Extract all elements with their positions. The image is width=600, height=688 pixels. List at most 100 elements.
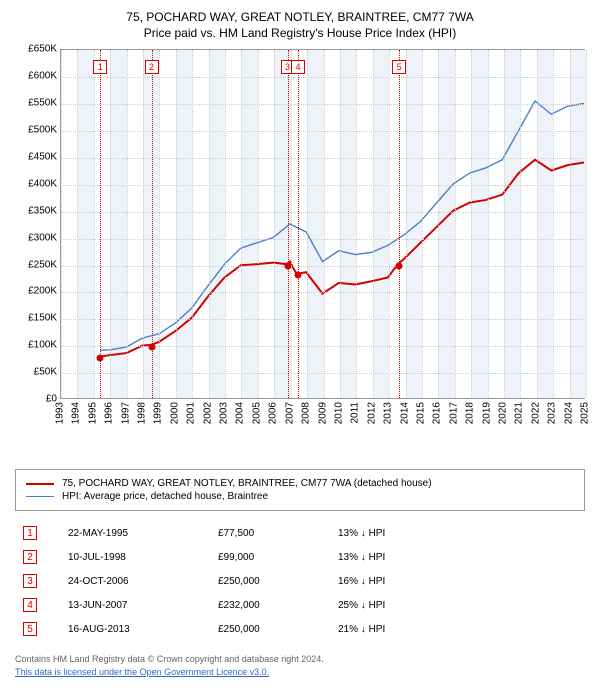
gridline-v (324, 50, 325, 398)
event-dot (148, 343, 155, 350)
x-tick-label: 1998 (137, 402, 148, 424)
gridline-v (422, 50, 423, 398)
event-price: £77,500 (210, 521, 330, 545)
event-price: £99,000 (210, 545, 330, 569)
x-tick-label: 2013 (383, 402, 394, 424)
gridline-v (94, 50, 95, 398)
event-row-marker: 2 (23, 550, 37, 564)
event-diff: 13% ↓ HPI (330, 545, 585, 569)
gridline-h (61, 104, 584, 105)
event-dot (284, 262, 291, 269)
gridline-v (406, 50, 407, 398)
y-tick-label: £100K (28, 340, 57, 351)
gridline-h (61, 319, 584, 320)
footnote: Contains HM Land Registry data © Crown c… (15, 653, 585, 678)
legend-row: HPI: Average price, detached house, Brai… (26, 491, 574, 502)
gridline-h (61, 185, 584, 186)
series-hpi (100, 101, 584, 350)
x-tick-label: 2007 (284, 402, 295, 424)
legend-swatch (26, 483, 54, 485)
gridline-v (127, 50, 128, 398)
title-line1: 75, POCHARD WAY, GREAT NOTLEY, BRAINTREE… (15, 10, 585, 26)
gridline-v (504, 50, 505, 398)
y-tick-label: £350K (28, 205, 57, 216)
gridline-h (61, 131, 584, 132)
gridline-v (291, 50, 292, 398)
x-tick-label: 2003 (219, 402, 230, 424)
event-date: 10-JUL-1998 (60, 545, 210, 569)
event-marker: 5 (392, 60, 406, 74)
x-tick-label: 2015 (415, 402, 426, 424)
event-dot (97, 355, 104, 362)
chart-plot-wrap: £0£50K£100K£150K£200K£250K£300K£350K£400… (15, 49, 585, 429)
x-tick-label: 1997 (120, 402, 131, 424)
chart-title: 75, POCHARD WAY, GREAT NOTLEY, BRAINTREE… (15, 10, 585, 41)
legend-row: 75, POCHARD WAY, GREAT NOTLEY, BRAINTREE… (26, 478, 574, 489)
series-price_paid (100, 160, 584, 357)
y-tick-label: £150K (28, 313, 57, 324)
gridline-h (61, 77, 584, 78)
legend-box: 75, POCHARD WAY, GREAT NOTLEY, BRAINTREE… (15, 469, 585, 511)
gridline-v (356, 50, 357, 398)
x-tick-label: 2012 (366, 402, 377, 424)
gridline-v (61, 50, 62, 398)
x-tick-label: 2023 (547, 402, 558, 424)
event-date: 22-MAY-1995 (60, 521, 210, 545)
chart-container: 75, POCHARD WAY, GREAT NOTLEY, BRAINTREE… (0, 0, 600, 688)
x-tick-label: 1996 (104, 402, 115, 424)
y-tick-label: £50K (34, 367, 57, 378)
x-tick-label: 1995 (87, 402, 98, 424)
event-dot (396, 262, 403, 269)
gridline-h (61, 373, 584, 374)
x-tick-label: 2018 (465, 402, 476, 424)
x-tick-label: 2004 (235, 402, 246, 424)
gridline-v (143, 50, 144, 398)
gridline-v (192, 50, 193, 398)
x-tick-label: 2008 (301, 402, 312, 424)
gridline-v (586, 50, 587, 398)
y-tick-label: £450K (28, 151, 57, 162)
gridline-v (488, 50, 489, 398)
x-tick-label: 2011 (350, 402, 361, 424)
event-row-marker: 4 (23, 598, 37, 612)
x-tick-label: 2020 (497, 402, 508, 424)
x-tick-label: 2006 (268, 402, 279, 424)
event-row-marker: 3 (23, 574, 37, 588)
y-tick-label: £200K (28, 286, 57, 297)
x-tick-label: 2014 (399, 402, 410, 424)
x-tick-label: 2016 (432, 402, 443, 424)
footnote-link[interactable]: This data is licensed under the Open Gov… (15, 667, 269, 677)
y-tick-label: £300K (28, 232, 57, 243)
footnote-line1: Contains HM Land Registry data © Crown c… (15, 653, 585, 666)
legend-label: 75, POCHARD WAY, GREAT NOTLEY, BRAINTREE… (62, 478, 432, 489)
gridline-v (537, 50, 538, 398)
y-tick-label: £550K (28, 98, 57, 109)
gridline-h (61, 212, 584, 213)
event-marker: 2 (145, 60, 159, 74)
legend-label: HPI: Average price, detached house, Brai… (62, 491, 268, 502)
x-tick-label: 1994 (71, 402, 82, 424)
gridline-v (553, 50, 554, 398)
event-diff: 13% ↓ HPI (330, 521, 585, 545)
gridline-v (225, 50, 226, 398)
x-tick-label: 1999 (153, 402, 164, 424)
gridline-v (110, 50, 111, 398)
x-tick-label: 2002 (202, 402, 213, 424)
gridline-v (438, 50, 439, 398)
x-tick-label: 2022 (530, 402, 541, 424)
gridline-v (258, 50, 259, 398)
event-price: £250,000 (210, 617, 330, 641)
event-row-marker: 1 (23, 526, 37, 540)
y-tick-label: £250K (28, 259, 57, 270)
event-diff: 21% ↓ HPI (330, 617, 585, 641)
event-table: 1 22-MAY-1995£77,50013% ↓ HPI 2 10-JUL-1998… (15, 521, 585, 641)
x-axis: 1993199419951996199719981999200020012002… (60, 399, 585, 429)
event-marker: 4 (291, 60, 305, 74)
event-row: 324-OCT-2006£250,00016% ↓ HPI (15, 569, 585, 593)
gridline-v (176, 50, 177, 398)
gridline-h (61, 158, 584, 159)
gridline-v (471, 50, 472, 398)
y-tick-label: £650K (28, 44, 57, 55)
event-row-marker: 5 (23, 622, 37, 636)
gridline-v (373, 50, 374, 398)
